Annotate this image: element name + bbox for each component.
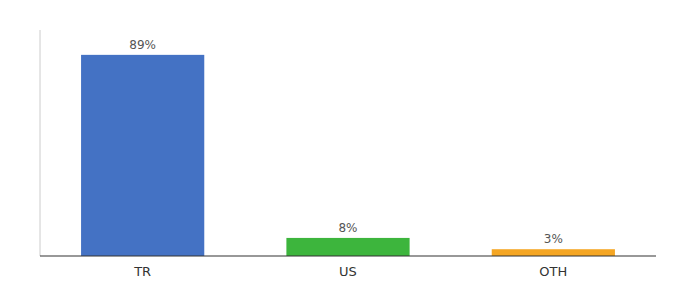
bar — [81, 55, 204, 256]
x-tick-label: TR — [133, 264, 151, 279]
data-label: 3% — [544, 232, 563, 246]
chart-svg: TR US OTH 89% 8% 3% — [0, 0, 680, 300]
x-axis-line — [40, 255, 656, 256]
x-tick-label: US — [339, 264, 357, 279]
data-label: 89% — [129, 38, 156, 52]
bar — [492, 249, 615, 256]
bar — [286, 238, 409, 256]
plot-area — [81, 55, 615, 256]
x-tick-label: OTH — [539, 264, 567, 279]
y-axis-line — [40, 30, 41, 256]
data-label: 8% — [338, 221, 357, 235]
chart-container: TR US OTH 89% 8% 3% — [0, 0, 680, 300]
